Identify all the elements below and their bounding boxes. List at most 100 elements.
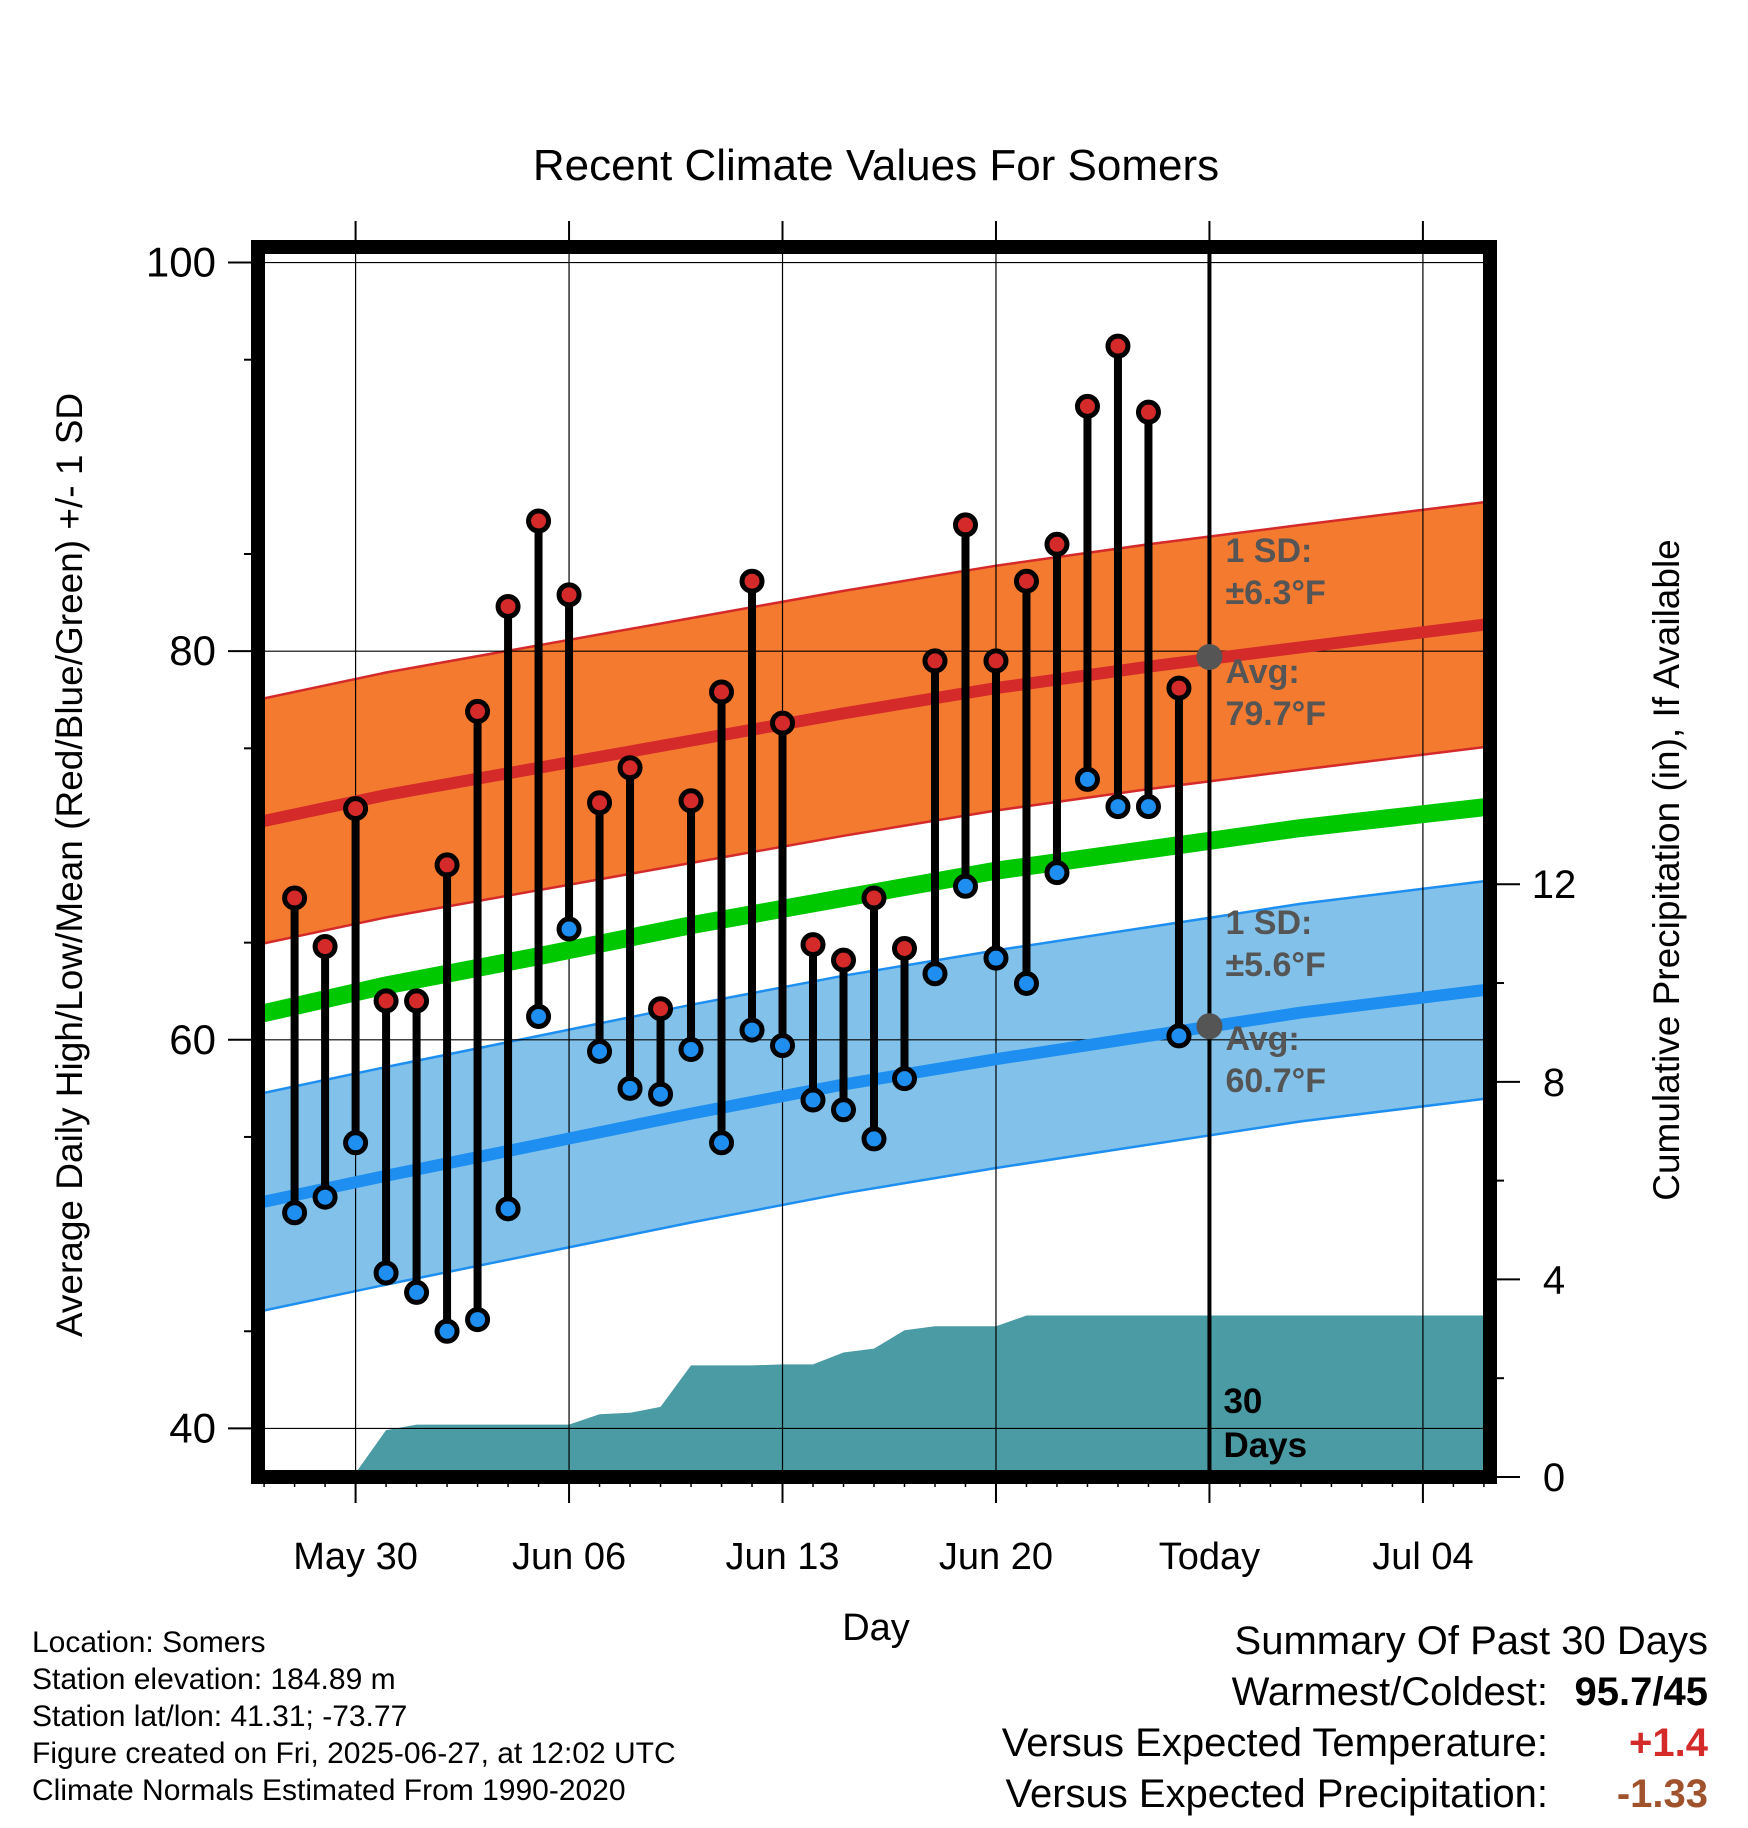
daily-high-point bbox=[1105, 333, 1131, 359]
today-low-normal-marker bbox=[1196, 1013, 1223, 1040]
today-marker: 30 Days bbox=[1207, 247, 1307, 1477]
normals-text: Climate Normals Estimated From 1990-2020 bbox=[32, 1774, 626, 1807]
high-sd-band-lower-edge bbox=[258, 745, 1490, 946]
daily-high-point bbox=[1166, 675, 1192, 701]
daily-high-point bbox=[1074, 393, 1100, 419]
daily-range-bars bbox=[282, 333, 1223, 1344]
daily-low-point bbox=[556, 916, 582, 942]
daily-low-point bbox=[1044, 860, 1070, 886]
daily-high-point bbox=[983, 648, 1009, 674]
daily-low-point bbox=[739, 1017, 765, 1043]
daily-low-point bbox=[495, 1196, 521, 1222]
today-high-normal-marker bbox=[1196, 644, 1223, 670]
x-tick-label: Jun 06 bbox=[512, 1536, 626, 1578]
daily-low-point bbox=[617, 1075, 643, 1101]
right-tick-label: 8 bbox=[1543, 1061, 1565, 1105]
y-axis-label-right: Cumulative Precipitation (in), If Availa… bbox=[1646, 539, 1687, 1201]
low-sd-annotation-line: ±5.6°F bbox=[1225, 946, 1325, 984]
daily-high-point bbox=[678, 788, 704, 814]
daily-high-point bbox=[922, 648, 948, 674]
low-avg-annotation-line: 60.7°F bbox=[1225, 1062, 1326, 1100]
chart-title: Recent Climate Values For Somers bbox=[533, 141, 1219, 190]
low-sd-annotation: 1 SD: ±5.6°F bbox=[1225, 904, 1325, 984]
daily-high-point bbox=[1044, 531, 1070, 557]
daily-low-point bbox=[373, 1260, 399, 1286]
daily-high-point bbox=[312, 934, 338, 960]
daily-low-point bbox=[404, 1279, 430, 1305]
normal-annotations: 1 SD: ±6.3°F Avg: 79.7°F 1 SD: ±5.6°F Avg: 60.7… bbox=[1225, 532, 1326, 1100]
daily-low-point bbox=[709, 1130, 735, 1156]
low-avg-annotation-line: Avg: bbox=[1225, 1020, 1299, 1058]
daily-low-point bbox=[343, 1130, 369, 1156]
location-text: Location: Somers bbox=[32, 1626, 266, 1659]
daily-high-point bbox=[343, 796, 369, 822]
precip-value: -1.33 bbox=[1616, 1772, 1708, 1816]
daily-low-point bbox=[282, 1200, 308, 1226]
elevation-text: Station elevation: 184.89 m bbox=[32, 1663, 396, 1696]
x-tick-label: Jul 04 bbox=[1372, 1536, 1473, 1578]
normal-mean-line bbox=[258, 797, 1490, 1024]
daily-high-point bbox=[404, 988, 430, 1014]
daily-high-point bbox=[1013, 568, 1039, 594]
left-tick-label: 100 bbox=[146, 239, 216, 286]
high-sd-annotation: 1 SD: ±6.3°F bbox=[1225, 532, 1325, 612]
precipitation-fill bbox=[264, 1315, 1490, 1477]
latlon-text: Station lat/lon: 41.31; -73.77 bbox=[32, 1700, 408, 1733]
daily-low-point bbox=[800, 1087, 826, 1113]
x-axis-label: Day bbox=[842, 1607, 910, 1649]
daily-low-point bbox=[587, 1038, 613, 1064]
right-tick-label: 12 bbox=[1532, 863, 1577, 907]
daily-low-point bbox=[465, 1307, 491, 1333]
footer-info: Location: Somers Station elevation: 184.… bbox=[32, 1624, 676, 1809]
y-axis-label-left: Average Daily High/Low/Mean (Red/Blue/Gr… bbox=[49, 393, 90, 1337]
daily-low-point bbox=[312, 1184, 338, 1210]
daily-high-point bbox=[587, 790, 613, 816]
days-label-line: Days bbox=[1223, 1426, 1307, 1465]
warmest-value: 95.7/45 bbox=[1574, 1670, 1708, 1714]
low-avg-annotation: Avg: 60.7°F bbox=[1225, 1020, 1326, 1100]
daily-high-point bbox=[709, 679, 735, 705]
daily-low-point bbox=[648, 1081, 674, 1107]
summary-temp-row: Versus Expected Temperature: +1.4 bbox=[1002, 1718, 1708, 1769]
axis-ticks: 40 60 80 100 0 4 8 12 May 30 Jun 06 Jun 13 Jun 20 To… bbox=[146, 221, 1576, 1578]
right-tick-label: 4 bbox=[1543, 1258, 1565, 1302]
precip-label: Versus Expected Precipitation: bbox=[1005, 1772, 1548, 1816]
daily-low-point bbox=[831, 1097, 857, 1123]
daily-high-point bbox=[282, 885, 308, 911]
daily-low-point bbox=[861, 1126, 887, 1152]
daily-low-point bbox=[1013, 970, 1039, 996]
x-tick-label: Jun 13 bbox=[725, 1536, 839, 1578]
high-sd-band-upper-edge bbox=[258, 500, 1490, 701]
daily-high-point bbox=[952, 512, 978, 538]
daily-low-point bbox=[1074, 766, 1100, 792]
daily-high-point bbox=[556, 582, 582, 608]
daily-high-point bbox=[891, 935, 917, 961]
daily-low-point bbox=[891, 1066, 917, 1092]
x-tick-label: May 30 bbox=[293, 1536, 418, 1578]
high-avg-annotation-line: 79.7°F bbox=[1225, 695, 1326, 733]
daily-high-point bbox=[770, 710, 796, 736]
summary-precip-row: Versus Expected Precipitation: -1.33 bbox=[1002, 1769, 1708, 1820]
daily-low-point bbox=[922, 961, 948, 987]
daily-low-point bbox=[952, 873, 978, 899]
summary-warmest-row: Warmest/Coldest: 95.7/45 bbox=[1002, 1667, 1708, 1718]
daily-high-point bbox=[465, 698, 491, 724]
daily-high-point bbox=[648, 996, 674, 1022]
left-tick-label: 80 bbox=[169, 627, 216, 674]
daily-low-point bbox=[526, 1003, 552, 1029]
daily-low-point bbox=[678, 1037, 704, 1063]
daily-high-point bbox=[861, 885, 887, 911]
days-label: 30 Days bbox=[1223, 1382, 1307, 1465]
high-avg-annotation-line: Avg: bbox=[1225, 653, 1299, 691]
daily-high-point bbox=[1135, 399, 1161, 425]
precipitation-area bbox=[264, 1315, 1490, 1477]
x-tick-label: Jun 20 bbox=[939, 1536, 1053, 1578]
daily-low-point bbox=[1105, 794, 1131, 820]
high-sd-annotation-line: 1 SD: bbox=[1225, 532, 1312, 570]
daily-high-point bbox=[617, 755, 643, 781]
warmest-label: Warmest/Coldest: bbox=[1231, 1670, 1548, 1714]
daily-low-point bbox=[770, 1033, 796, 1059]
daily-low-point bbox=[983, 945, 1009, 971]
high-sd-annotation-line: ±6.3°F bbox=[1225, 574, 1325, 612]
